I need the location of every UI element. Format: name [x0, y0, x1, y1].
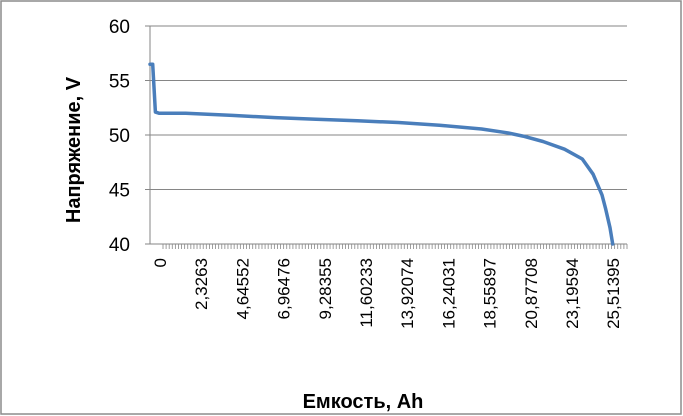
x-tick-label: 23,19594	[563, 258, 582, 329]
x-tick-label: 25,51395	[604, 258, 623, 329]
x-tick-label: 2,3263	[192, 258, 211, 310]
y-tick-label: 40	[109, 235, 130, 256]
gridlines	[150, 25, 627, 190]
y-axis-title: Напряжение, V	[63, 76, 85, 223]
x-tick-label: 16,24031	[439, 258, 458, 329]
x-axis-title: Емкость, Ah	[303, 391, 424, 413]
x-tick-label: 0	[151, 258, 170, 267]
x-axis-minor-ticks	[162, 244, 628, 249]
series-layer	[148, 62, 615, 246]
series-line	[148, 62, 615, 246]
x-tick-label: 6,96476	[275, 258, 294, 319]
y-tick-label: 45	[109, 181, 130, 202]
x-tick-label: 13,92074	[398, 258, 417, 329]
x-tick-label: 11,60233	[357, 258, 376, 328]
x-axis-tick-labels: 0 2,3263 4,64552 6,96476 9,28355 11,60233 13,9…	[151, 258, 623, 329]
y-tick-label: 55	[109, 72, 130, 93]
x-tick-label: 9,28355	[316, 258, 335, 319]
y-tick-label: 50	[109, 126, 130, 147]
x-tick-label: 18,55897	[481, 258, 500, 329]
x-tick-label: 4,64552	[233, 258, 252, 319]
y-tick-label: 60	[109, 17, 130, 38]
y-axis-ticks: 60 55 50 45 40	[109, 17, 150, 256]
x-tick-label: 20,87708	[522, 258, 541, 329]
